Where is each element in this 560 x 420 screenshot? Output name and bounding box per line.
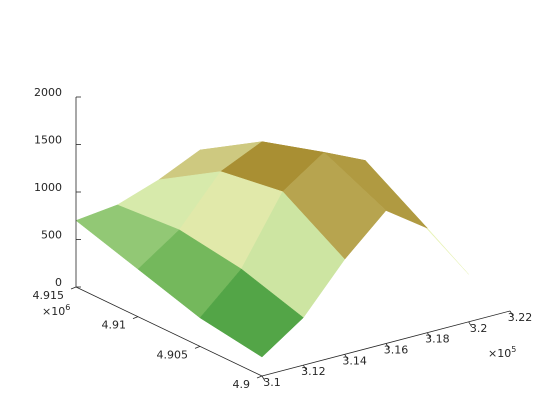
y-tick: [132, 316, 139, 320]
y-tick-label: 4.91: [102, 319, 127, 332]
x-exponent: ×105: [488, 345, 516, 361]
y-axis: [75, 286, 263, 377]
x-tick: [426, 332, 431, 338]
x-tick-label: 3.16: [384, 344, 409, 357]
y-exponent: ×106: [42, 303, 70, 319]
y-tick: [70, 286, 77, 290]
x-tick-label: 3.22: [508, 311, 533, 324]
x-tick-label: 3.2: [470, 322, 488, 335]
x-tick: [261, 375, 266, 382]
y-tick-label: 4.9: [233, 378, 251, 391]
z-tick-label: 0: [55, 276, 62, 289]
z-tick-label: 500: [41, 229, 62, 242]
x-tick: [468, 321, 473, 328]
x-exponent-base: ×10: [488, 347, 511, 360]
x-tick-label: 3.18: [425, 333, 450, 346]
x-tick: [509, 310, 514, 317]
surface: [75, 141, 469, 358]
z-tick-label: 2000: [34, 86, 62, 99]
x-tick-label: 3.14: [342, 354, 367, 367]
x-tick: [385, 343, 390, 349]
y-tick-label: 4.915: [33, 289, 65, 302]
x-tick-label: 3.1: [263, 376, 281, 389]
x-tick-label: 3.12: [301, 365, 326, 378]
z-tick-label: 1500: [34, 134, 62, 147]
y-tick-label: 4.905: [157, 348, 189, 361]
x-tick: [344, 354, 349, 360]
z-tick-label: 1000: [34, 181, 62, 194]
y-exponent-power: 6: [65, 303, 70, 312]
x-tick: [302, 364, 307, 371]
y-tick: [256, 375, 263, 379]
y-exponent-base: ×10: [42, 305, 65, 318]
y-tick: [194, 345, 201, 349]
surface-patch: [199, 268, 304, 358]
x-exponent-power: 5: [511, 345, 516, 354]
